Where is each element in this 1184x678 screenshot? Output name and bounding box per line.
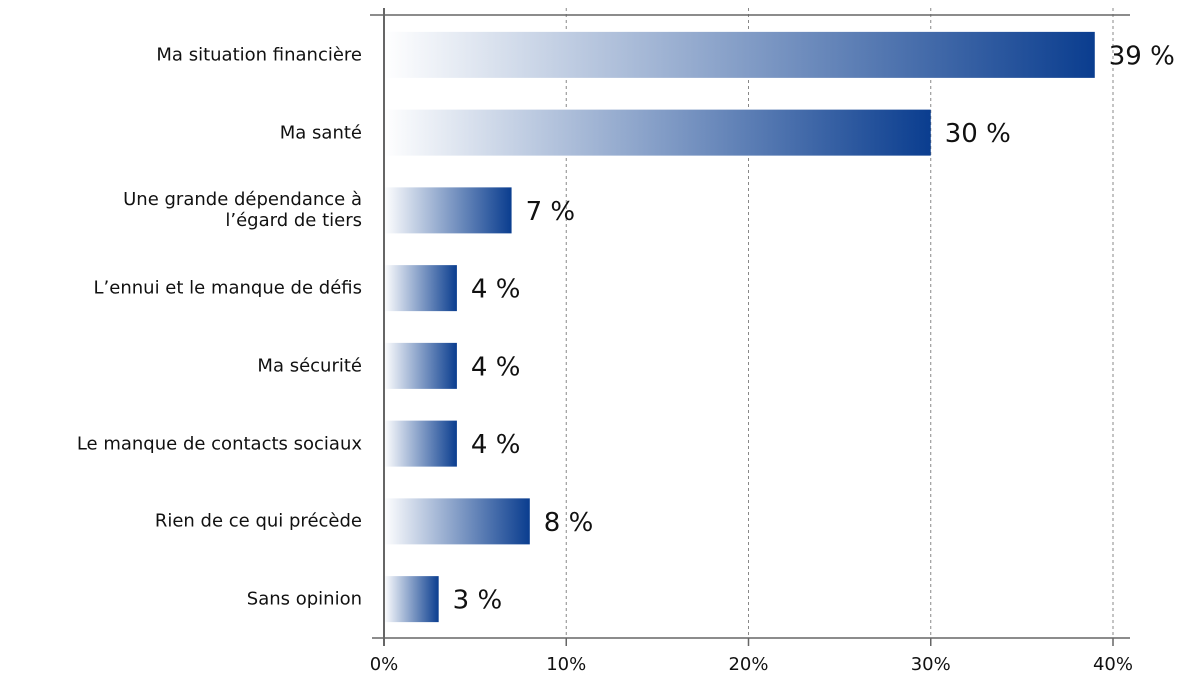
category-label: Ma sécurité <box>257 355 362 377</box>
category-label: Ma situation financière <box>156 44 362 66</box>
category-label: L’ennui et le manque de défis <box>93 277 362 299</box>
bar <box>384 187 512 234</box>
bar <box>384 420 457 467</box>
x-tick-label: 20% <box>728 654 768 675</box>
value-label: 3 % <box>453 586 503 616</box>
x-tick-label: 10% <box>546 654 586 675</box>
value-label: 7 % <box>526 197 576 227</box>
bar <box>384 31 1095 78</box>
value-label: 4 % <box>471 275 521 305</box>
bar <box>384 109 931 156</box>
category-label: Sans opinion <box>246 588 362 610</box>
bar <box>384 498 530 545</box>
value-label: 8 % <box>544 508 594 538</box>
x-tick-label: 30% <box>911 654 951 675</box>
value-label: 30 % <box>945 119 1011 149</box>
category-label: Le manque de contacts sociaux <box>76 433 362 455</box>
x-tick-label: 0% <box>370 654 399 675</box>
category-label: Une grande dépendance à l’égard de tiers <box>123 189 362 232</box>
value-label: 4 % <box>471 430 521 460</box>
value-label: 39 % <box>1109 41 1175 71</box>
x-tick-label: 40% <box>1093 654 1133 675</box>
value-label: 4 % <box>471 352 521 382</box>
bar <box>384 342 457 389</box>
category-label: Ma santé <box>279 122 362 144</box>
bar <box>384 576 439 623</box>
bar <box>384 265 457 312</box>
category-label: Rien de ce qui précède <box>154 510 362 532</box>
